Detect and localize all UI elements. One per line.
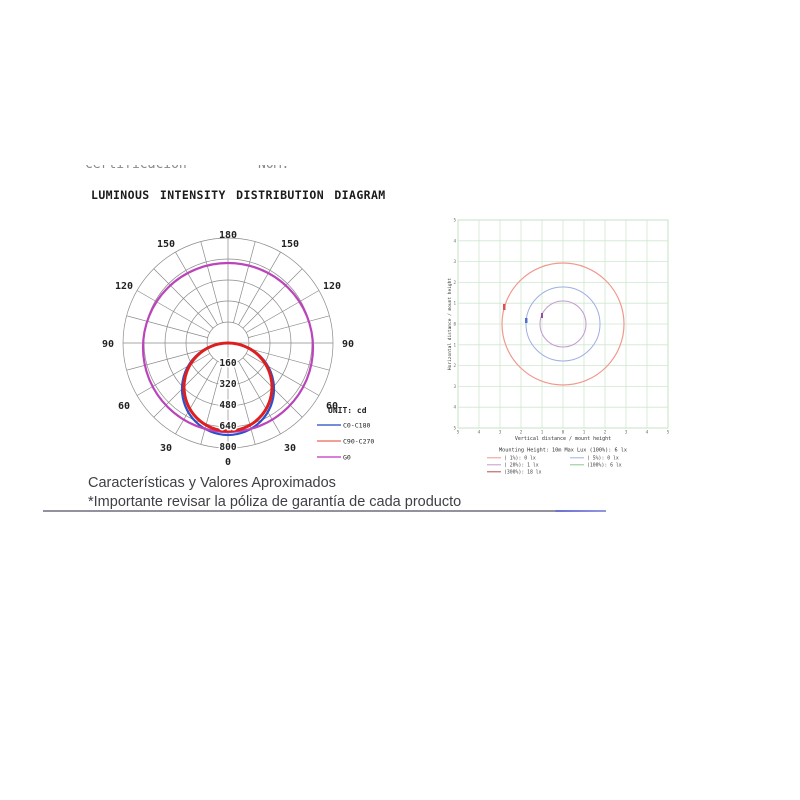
cone-x-tick: 2 (604, 430, 607, 435)
polar-angle-label: 90 (102, 339, 114, 350)
cone-legend: Mounting Height: 10m Max Lux (100%): 6 l… (487, 448, 627, 476)
polar-grid (122, 237, 334, 449)
polar-angle-label: 180 (219, 230, 237, 241)
polar-angle-label: 30 (160, 443, 172, 454)
polar-radial-label: 800 (219, 442, 236, 453)
polar-angle-label: 90 (342, 339, 354, 350)
cone-legend-label-300pct: (300%): 18 lx (504, 470, 542, 476)
cone-x-tick: 3 (625, 430, 628, 435)
polar-radial-label: 480 (219, 400, 236, 411)
header-clipped-left-text: Certificación (85, 165, 205, 172)
polar-angle-label: 30 (284, 443, 296, 454)
cone-x-tick: 1 (541, 430, 544, 435)
isolux-mark-5pct (525, 318, 528, 323)
cone-x-tick: 0 (562, 430, 565, 435)
cone-x-tick: 5 (667, 430, 670, 435)
cone-y-tick: 3 (453, 384, 456, 389)
cone-x-tick: 4 (478, 430, 481, 435)
cone-ylabel: Horizontal distance / mount height (447, 278, 453, 370)
cone-x-tick: 1 (583, 430, 586, 435)
diagram-title: LUMINOUS INTENSITY DISTRIBUTION DIAGRAM (91, 188, 386, 202)
isolux-contour-marks (503, 304, 543, 323)
cone-y-tick: 2 (453, 280, 456, 285)
cone-legend-label-1pct: ( 1%): 0 lx (504, 456, 536, 462)
cone-legend-label-20pct: ( 20%): 1 lx (504, 463, 539, 469)
cone-x-tick: 2 (520, 430, 523, 435)
header-clipped-right-text: NOM. (258, 165, 308, 172)
polar-radial-labels: 160 320 480 640 800 (218, 357, 238, 455)
polar-legend-unit: UNIT: cd (328, 406, 367, 415)
cone-y-tick: 1 (453, 342, 456, 347)
isolux-mark-1pct (503, 304, 506, 310)
cone-y-tick: 4 (453, 238, 456, 243)
header-clipped-right: NOM. (258, 165, 308, 176)
polar-angle-label: 120 (115, 281, 133, 292)
isolux-circle-5pct (525, 286, 601, 362)
cone-legend-label-100pct: (100%): 6 lx (587, 463, 622, 469)
cone-y-tick: 5 (453, 426, 456, 431)
polar-angle-label: 60 (118, 401, 130, 412)
cone-y-tick: 2 (453, 363, 456, 368)
polar-legend: UNIT: cd C0-C180 C90-C270 G0 (317, 406, 374, 462)
polar-angle-label: 150 (157, 239, 175, 250)
polar-legend-label-g0: G0 (343, 454, 351, 462)
polar-radial-label: 320 (219, 379, 236, 390)
polar-angle-labels: 180 150 150 120 120 90 90 60 60 30 30 0 (102, 230, 354, 468)
cone-legend-header: Mounting Height: 10m Max Lux (100%): 6 l… (499, 448, 627, 454)
cone-x-tick: 4 (646, 430, 649, 435)
isolux-circle-1pct (501, 262, 625, 386)
header-clipped-left: Certificación (85, 165, 205, 176)
cone-legend-label-5pct: ( 5%): 0 lx (587, 456, 619, 462)
polar-radial-label: 160 (219, 358, 236, 369)
cone-y-ticks: 5 4 3 2 1 0 1 2 3 4 5 (453, 218, 456, 431)
cone-y-tick: 5 (453, 218, 456, 223)
polar-legend-label-c0-c180: C0-C180 (343, 422, 370, 430)
footer-divider (43, 510, 606, 512)
polar-intensity-chart: 180 150 150 120 120 90 90 60 60 30 30 0 … (102, 230, 374, 468)
footer-warning: *Importante revisar la póliza de garantí… (88, 494, 462, 510)
cone-y-tick: 1 (453, 301, 456, 306)
polar-angle-label: 60 (326, 401, 338, 412)
polar-radial-label: 640 (219, 421, 236, 432)
cone-y-tick: 4 (453, 405, 456, 410)
footer-caption: Características y Valores Aproximados (88, 475, 336, 491)
isolux-mark-20pct (541, 313, 543, 318)
polar-angle-label: 150 (281, 239, 299, 250)
cone-y-tick: 3 (453, 259, 456, 264)
cone-grid (457, 219, 669, 429)
curve-c90-c270 (182, 341, 274, 433)
cone-y-tick: 0 (453, 322, 456, 327)
isolux-cone-chart: 5 4 3 2 1 0 1 2 3 4 5 5 4 3 2 1 0 1 2 3 … (447, 218, 670, 476)
isolux-circle-20pct (539, 300, 587, 348)
polar-angle-label: 0 (225, 457, 231, 468)
polar-angle-label: 120 (323, 281, 341, 292)
cone-x-ticks: 5 4 3 2 1 0 1 2 3 4 5 (457, 430, 670, 435)
polar-legend-label-c90-c270: C90-C270 (343, 438, 374, 446)
cone-x-tick: 5 (457, 430, 460, 435)
cone-x-tick: 3 (499, 430, 502, 435)
cone-xlabel: Vertical distance / mount height (515, 436, 611, 442)
